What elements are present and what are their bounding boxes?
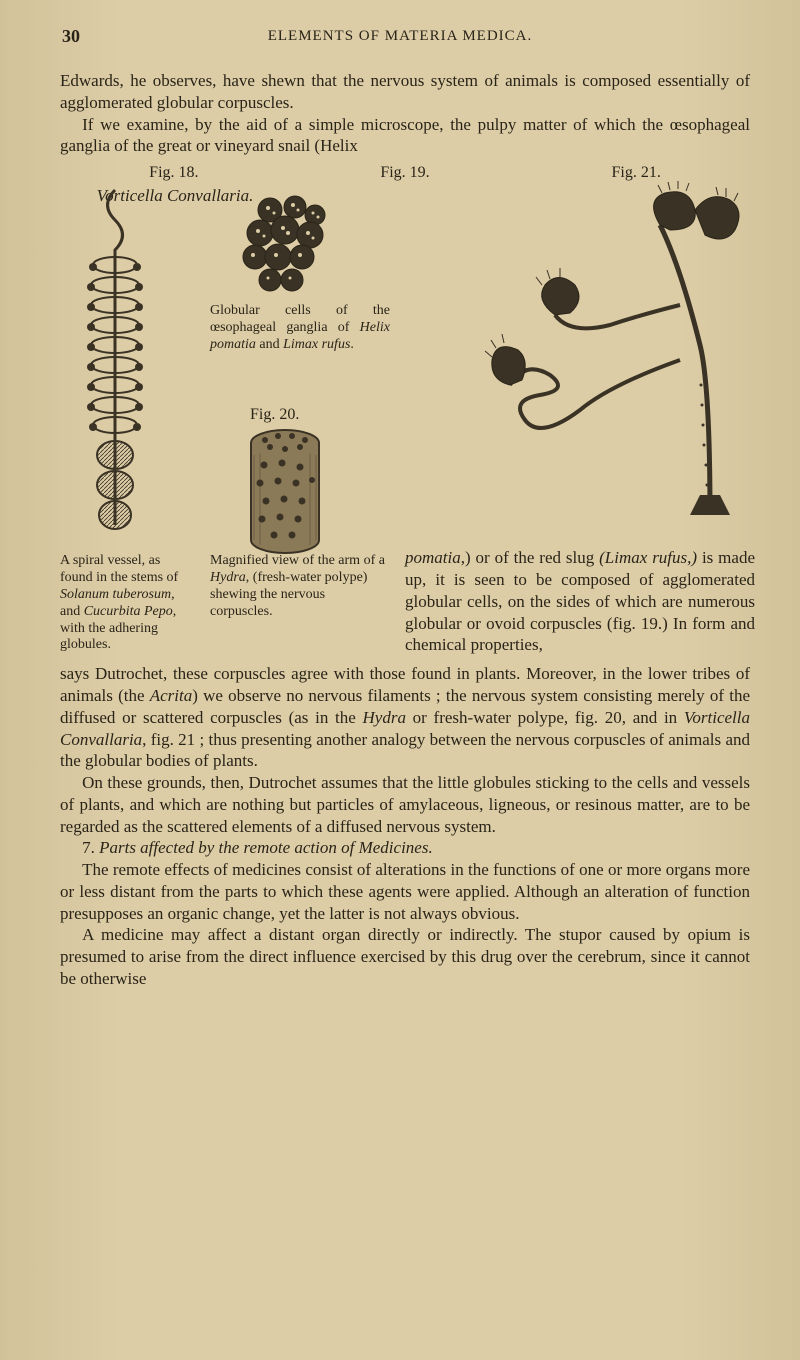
- figure-zone: Globular cells of the œsophageal ganglia…: [60, 185, 750, 655]
- figure-label-row: Fig. 18. Fig. 19. Fig. 21.: [60, 163, 750, 183]
- fig18-label: Fig. 18.: [60, 163, 288, 183]
- fig18-caption: A spiral ves­sel, as found in the stems …: [60, 553, 180, 654]
- para-after-1: says Dutrochet, these corpuscles agree w…: [60, 663, 750, 772]
- fig18-illustration: [60, 185, 170, 545]
- fig20-caption: Magnified view of the arm of a Hydra, (f…: [210, 553, 390, 620]
- wrap-text: pomatia,) or of the red slug (Limax rufu…: [405, 547, 755, 656]
- fig21-illustration: [410, 185, 750, 525]
- section-7-para-1: The remote effects of medicines consist …: [60, 859, 750, 924]
- para-intro-1: Edwards, he observes, have shewn that th…: [60, 70, 750, 114]
- running-head: ELEMENTS OF MATERIA MEDICA.: [0, 28, 800, 45]
- fig20-label: Fig. 20.: [250, 405, 299, 425]
- fig19-illustration: [220, 185, 350, 295]
- fig19-caption: Globular cells of the œsophageal ganglia…: [210, 303, 390, 353]
- para-after-2: On these grounds, then, Dutrochet assume…: [60, 772, 750, 837]
- para-intro-2: If we examine, by the aid of a simple mi…: [60, 114, 750, 158]
- fig20-illustration: [230, 425, 340, 565]
- section-7-para-2: A medicine may affect a distant organ di…: [60, 924, 750, 989]
- fig21-label: Fig. 21.: [522, 163, 750, 183]
- section-7-head: 7. Parts affected by the remote action o…: [60, 837, 750, 859]
- fig19-label: Fig. 19.: [291, 163, 519, 183]
